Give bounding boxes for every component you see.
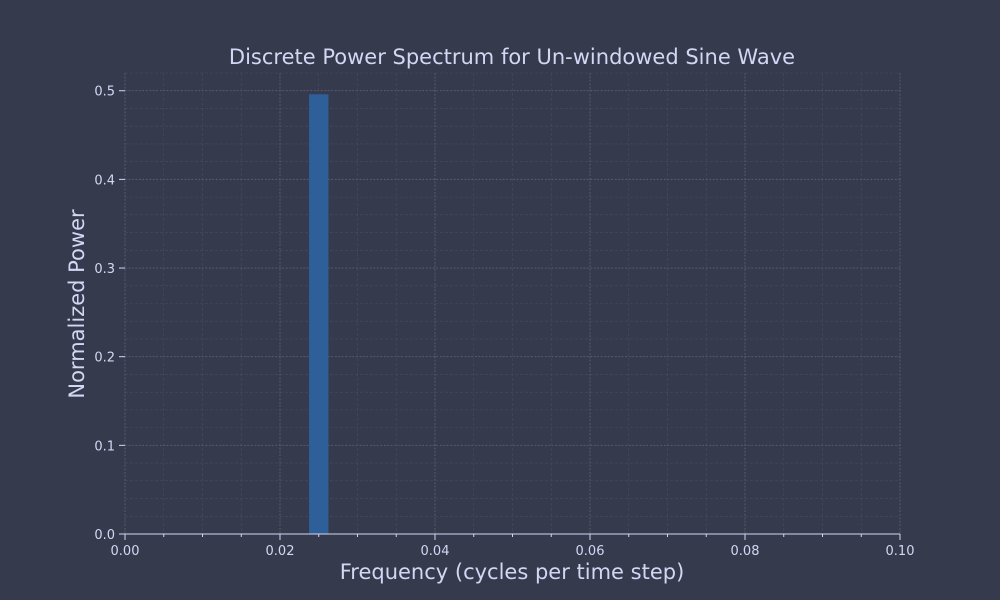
y-tick-label: 0.4 [94,173,115,188]
x-axis-label: Frequency (cycles per time step) [340,560,685,584]
y-tick-label: 0.3 [94,262,115,277]
x-tick-label: 0.10 [886,544,915,559]
x-tick-label: 0.02 [266,544,295,559]
x-tick-label: 0.00 [111,544,140,559]
spectrum-bar [309,94,329,535]
y-tick-label: 0.1 [94,439,115,454]
grid [124,72,901,535]
x-tick-label: 0.06 [576,544,605,559]
x-tick-label: 0.04 [421,544,450,559]
y-axis-label: Normalized Power [65,209,89,399]
axes: 0.00 0.02 0.04 0.06 0.08 0.10 0.0 0.1 0.2 0.3 0.4 0… [94,85,914,559]
x-tick-label: 0.08 [731,544,760,559]
y-tick-label: 0.5 [94,85,115,100]
bars [309,94,329,535]
y-tick-label: 0.0 [94,528,115,543]
chart-title: Discrete Power Spectrum for Un-windowed … [229,45,795,69]
y-tick-label: 0.2 [94,351,115,366]
